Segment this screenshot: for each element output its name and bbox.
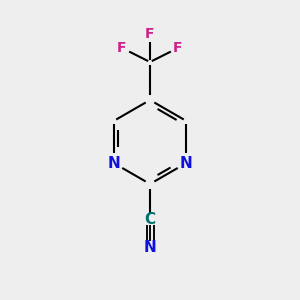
Text: N: N [144, 239, 156, 254]
Text: F: F [173, 41, 183, 55]
Text: N: N [180, 155, 193, 170]
Text: N: N [107, 155, 120, 170]
Text: F: F [145, 27, 155, 41]
Text: C: C [144, 212, 156, 226]
Text: F: F [117, 41, 127, 55]
